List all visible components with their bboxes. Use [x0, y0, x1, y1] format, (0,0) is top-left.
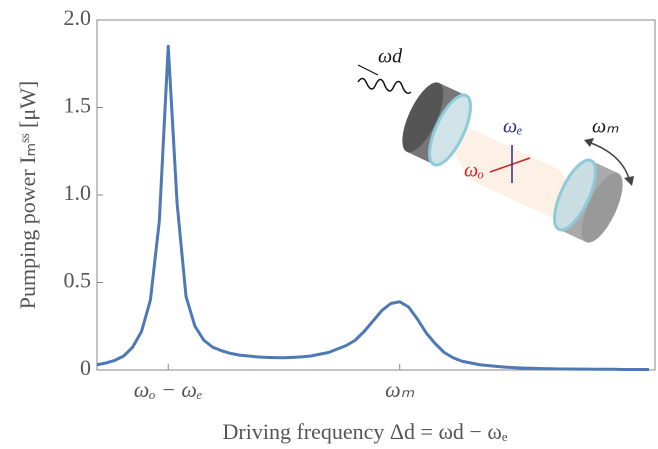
drive-wave — [357, 77, 412, 95]
red-arrow — [489, 157, 531, 173]
x-axis-label: Driving frequency Δd = ωd − ωₑ — [223, 419, 508, 444]
x-tick-label: ωₘ — [385, 377, 415, 402]
mirror-face — [428, 93, 472, 167]
drive-pointer — [357, 64, 379, 76]
annotation: ωₒ — [464, 160, 484, 182]
y-tick-label: 1.5 — [64, 93, 92, 118]
left-mirror — [402, 82, 472, 167]
y-tick-label: 0 — [80, 355, 91, 380]
arrow-head — [584, 138, 594, 147]
y-axis-label: Pumping power Iₘˢˢ [μW] — [15, 81, 40, 310]
mirror-back — [581, 172, 623, 243]
data-line — [96, 44, 649, 371]
inset-illustration: ωd ωₑ ωₒ ωₘ — [357, 46, 634, 243]
arrow-head — [624, 176, 634, 186]
x-tick-label: ωₒ − ωₑ — [134, 377, 203, 402]
mirror-back — [402, 82, 444, 153]
annotation: ωd — [378, 46, 403, 68]
annotation: ωₑ — [503, 116, 522, 138]
y-tick-label: 2.0 — [64, 5, 92, 30]
y-tick-label: 1.0 — [64, 180, 92, 205]
y-tick-label: 0.5 — [64, 268, 92, 293]
right-mirror — [553, 158, 623, 243]
annotation: ωₘ — [592, 116, 619, 138]
mirror-face — [553, 158, 597, 232]
